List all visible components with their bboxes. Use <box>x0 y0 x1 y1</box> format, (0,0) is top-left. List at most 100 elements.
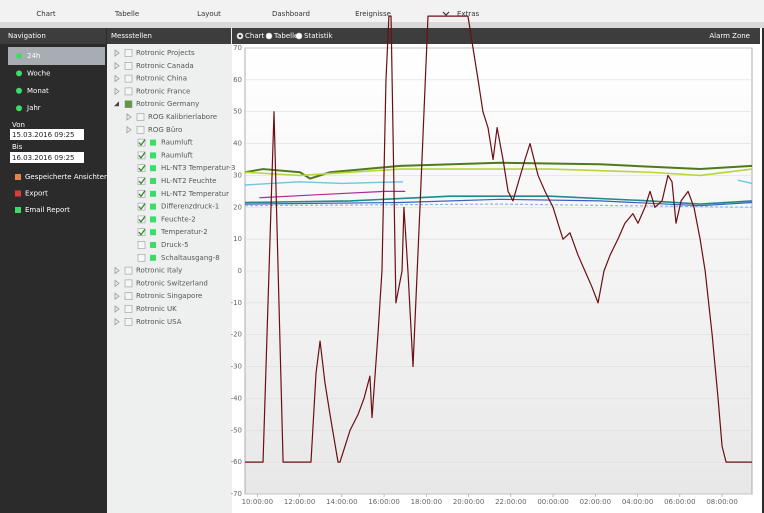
tree-label[interactable]: Feuchte-2 <box>161 215 196 223</box>
tree-sensor-icon <box>150 152 156 159</box>
x-tick-label: 06:00:00 <box>664 498 695 506</box>
tree-label[interactable]: ROG Kalibrierlabore <box>148 113 217 121</box>
tree-label[interactable]: Temperatur-2 <box>160 228 208 236</box>
menu-item[interactable]: Extras <box>457 10 479 18</box>
tree-arrow[interactable] <box>114 292 120 300</box>
tree-checkbox[interactable] <box>137 151 146 160</box>
range-item[interactable]: 24h <box>27 52 40 60</box>
tree-check <box>138 177 146 185</box>
menu-chevron <box>442 11 450 16</box>
tree-arrow[interactable] <box>114 87 120 96</box>
tree-checkbox[interactable] <box>137 241 146 249</box>
tree-label[interactable]: Rotronic Italy <box>136 267 182 275</box>
tree-label[interactable]: Druck-5 <box>161 241 189 249</box>
tree-icon <box>124 49 133 57</box>
x-tick-label: 08:00:00 <box>706 498 737 506</box>
tree-check <box>138 203 146 211</box>
tree-arrow[interactable] <box>114 305 120 313</box>
tree-label[interactable]: Schaltausgang-8 <box>161 254 220 262</box>
menu-item[interactable]: Dashboard <box>272 10 310 18</box>
tree-arrow[interactable] <box>114 318 120 326</box>
range-item[interactable]: Woche <box>27 69 50 77</box>
tree-label[interactable]: Rotronic Canada <box>136 62 194 70</box>
tree-checkbox[interactable] <box>137 215 146 224</box>
tree-arrow[interactable] <box>114 279 120 288</box>
tree-checkbox[interactable] <box>137 254 146 262</box>
von-input[interactable] <box>10 129 84 140</box>
bis-input[interactable] <box>10 152 84 163</box>
alarm-zone[interactable]: Alarm Zone <box>709 32 750 40</box>
tree-arrow[interactable] <box>114 266 120 275</box>
tree-label[interactable]: HL-NT2 Feuchte <box>161 177 216 185</box>
range-item[interactable]: Jahr <box>26 104 41 112</box>
tree-checkbox[interactable] <box>137 138 146 147</box>
action-item[interactable]: Email Report <box>25 206 70 214</box>
view-radio[interactable] <box>295 32 303 40</box>
tree-arrow[interactable] <box>126 113 132 121</box>
nav-panel <box>0 28 107 513</box>
tree-label[interactable]: Rotronic Singapore <box>136 292 202 300</box>
view-radio[interactable] <box>265 32 273 40</box>
tree-icon <box>136 126 145 134</box>
tree-sensor-icon <box>150 254 156 261</box>
chart: 70 60 50 40 30 20 10 0 -10 -20 -30 -40 -50 -60 -7010:0… <box>231 15 753 506</box>
tree-icon <box>124 292 133 301</box>
tree-label[interactable]: HL-NT2 Temperatur <box>161 190 229 198</box>
view-label[interactable]: Statistik <box>304 32 334 40</box>
tree-label[interactable]: Raumluft <box>161 139 193 147</box>
action-item[interactable]: Gespeicherte Ansichten <box>25 173 108 181</box>
tree-label[interactable]: Rotronic Projects <box>136 49 195 57</box>
menu-item[interactable]: Layout <box>197 10 221 18</box>
tree-icon <box>124 61 133 70</box>
range-item[interactable]: Monat <box>27 87 49 95</box>
tree-label[interactable]: ROG Büro <box>148 126 182 134</box>
tree-label[interactable]: Differenzdruck-1 <box>161 203 219 211</box>
tree-icon <box>124 305 133 313</box>
tree-label[interactable]: Rotronic France <box>136 87 190 95</box>
tree-checkbox[interactable] <box>137 228 146 236</box>
tree-checkbox[interactable] <box>137 177 146 185</box>
x-tick-label: 02:00:00 <box>580 498 611 506</box>
tree-check <box>138 139 146 147</box>
tree-checkbox[interactable] <box>137 164 146 172</box>
tree-arrow[interactable] <box>114 62 120 70</box>
bis-value: 16.03.2016 09:25 <box>12 154 74 162</box>
action-icon <box>15 174 21 180</box>
range-dot <box>16 70 22 77</box>
von-label: Von <box>12 121 25 129</box>
series-line <box>259 190 406 199</box>
tree-sensor-icon <box>150 242 156 248</box>
x-tick-label: 16:00:00 <box>368 498 399 506</box>
y-tick-label: -50 <box>231 426 242 434</box>
tree-checkbox[interactable] <box>137 202 146 211</box>
action-item[interactable]: Export <box>25 190 48 198</box>
tree-label[interactable]: Rotronic UK <box>136 305 177 313</box>
tree-label[interactable]: Rotronic China <box>136 75 187 83</box>
tree-label[interactable]: Rotronic Germany <box>136 100 199 108</box>
tree-label[interactable]: HL-NT3 Temperatur-3 <box>161 164 235 172</box>
y-tick-label: -60 <box>231 458 242 466</box>
tree-arrow[interactable] <box>114 101 119 107</box>
series-line <box>245 168 753 177</box>
tree-checkbox[interactable] <box>137 190 146 198</box>
menu-item[interactable]: Ereignisse <box>355 10 391 18</box>
menu-bar <box>0 0 764 22</box>
y-tick-label: 0 <box>238 267 242 275</box>
y-tick-label: 60 <box>233 76 242 84</box>
x-tick-label: 18:00:00 <box>411 498 442 506</box>
tree-arrow[interactable] <box>126 126 132 134</box>
action-icon <box>15 190 21 197</box>
tree-icon <box>124 279 133 288</box>
range-dot <box>16 87 22 94</box>
tree-label[interactable]: Rotronic Switzerland <box>136 279 208 287</box>
tree-label[interactable]: Rotronic USA <box>136 318 182 326</box>
tree-label[interactable]: Raumluft <box>161 151 193 159</box>
menu-item[interactable]: Tabelle <box>114 10 139 18</box>
tree-arrow[interactable] <box>114 74 120 83</box>
view-label[interactable]: Chart <box>245 32 264 40</box>
view-label[interactable]: Tabelle <box>273 32 298 40</box>
tree-icon <box>124 317 133 326</box>
tree-sensor-icon <box>150 216 156 223</box>
menu-item[interactable]: Chart <box>36 10 55 18</box>
tree-arrow[interactable] <box>114 49 120 57</box>
